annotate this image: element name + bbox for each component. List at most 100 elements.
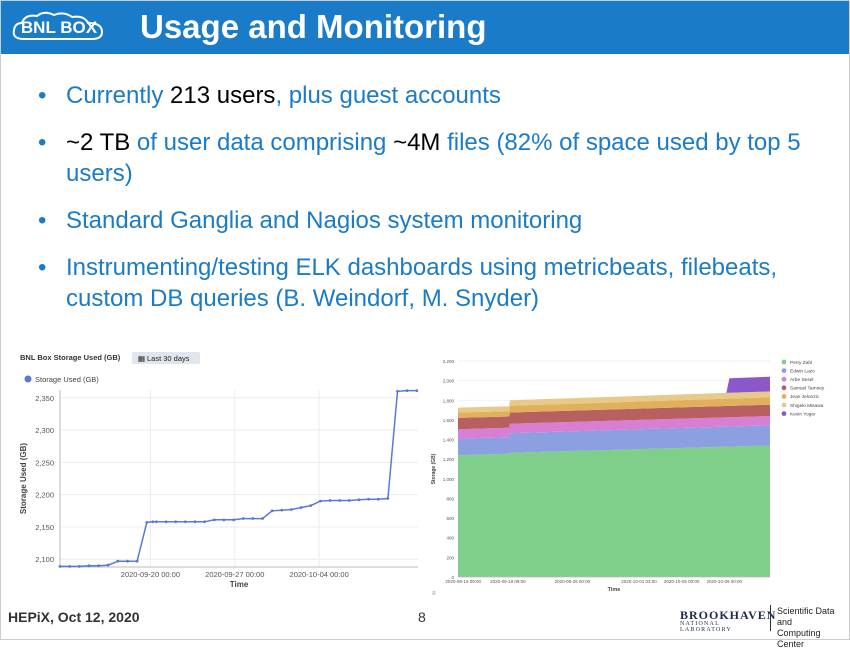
- data-point: [135, 559, 139, 563]
- slide-header: BNL BOX Usage and Monitoring: [0, 0, 850, 54]
- data-point: [58, 564, 62, 568]
- y-tick-label: 2,350: [35, 394, 54, 403]
- area-series: [458, 397, 770, 418]
- data-point: [318, 499, 322, 503]
- bullet-marker: •: [38, 254, 47, 281]
- legend-label: Storage Used (GB): [35, 375, 99, 384]
- bullet-item: • Standard Ganglia and Nagios system moni…: [38, 205, 828, 236]
- legend-label: Arbe Sesel: [790, 377, 813, 383]
- data-point: [116, 559, 120, 563]
- legend-label: Shigeki Misawa: [790, 403, 824, 409]
- y-axis-label: Storage Used (GB): [19, 443, 28, 514]
- x-tick-label: 2020-09-27 00:00: [205, 570, 264, 579]
- y-tick-label: 2,000: [443, 379, 455, 384]
- data-point: [270, 509, 274, 513]
- brookhaven-logo: BROOKHAVEN NATIONAL LABORATORY: [680, 604, 775, 633]
- x-tick-label: 2020-09-20 00:00: [121, 570, 180, 579]
- page-number: 8: [418, 609, 426, 625]
- bullet-item: • Currently 213 users, plus guest account…: [38, 80, 828, 111]
- x-tick-label: 2020-09-15 09:00: [445, 579, 481, 584]
- legend-swatch: [781, 402, 787, 408]
- x-axis-label: Time: [608, 587, 621, 593]
- data-point: [106, 563, 110, 567]
- org-unit-line-2: Computing Center: [777, 628, 821, 649]
- x-tick-label: 2020-10-01 03:00: [621, 579, 657, 584]
- y-tick-label: 2,100: [35, 555, 54, 564]
- area-series: [458, 416, 770, 439]
- data-point: [251, 517, 255, 520]
- brookhaven-name: BROOKHAVEN: [680, 608, 777, 622]
- chart-title: BNL Box Storage Used (GB): [20, 353, 121, 362]
- x-tick-label: 2020-10-05 00:00: [664, 579, 700, 584]
- y-axis-label: Storage (GB): [431, 453, 437, 484]
- y-tick-label: 800: [446, 496, 454, 501]
- data-point: [145, 521, 149, 524]
- data-point: [164, 520, 168, 524]
- storage-by-user-area-chart: 0 200 400 600 800 1,000 1,200 1,400 1,600 1,800 2,…: [431, 359, 825, 597]
- data-point: [328, 499, 332, 502]
- y-tick-label: 1,800: [443, 398, 455, 403]
- data-point: [87, 564, 91, 568]
- y-tick-label: 2,200: [35, 491, 54, 500]
- data-point: [203, 520, 207, 524]
- bullet-text: of user data comprising: [130, 129, 394, 156]
- y-tick-label: 2,250: [35, 458, 54, 467]
- legend-swatch: [781, 394, 787, 399]
- data-point: [174, 520, 178, 524]
- data-point: [212, 518, 216, 522]
- footer-divider: [770, 605, 771, 631]
- slide-title: Usage and Monitoring: [140, 8, 487, 45]
- bullet-item: • Instrumenting/testing ELK dashboards us…: [38, 252, 828, 314]
- storage-used-chart-panel: BNL Box Storage Used (GB) ▦ Last 30 days St…: [18, 349, 422, 594]
- data-point: [151, 520, 155, 524]
- bullet-text: , plus guest accounts: [275, 82, 501, 109]
- calendar-icon: ▦: [138, 354, 145, 363]
- bnl-box-logo: BNL BOX: [10, 9, 108, 45]
- footer-event: HEPiX, Oct 12, 2020: [8, 609, 140, 625]
- data-point: [376, 497, 380, 501]
- x-axis-label: Time: [230, 580, 249, 589]
- data-point: [338, 499, 342, 502]
- bullet-emphasis: ~4M: [393, 129, 441, 156]
- bullet-marker: •: [38, 129, 47, 156]
- list-icon: ≡: [432, 591, 436, 597]
- storage-used-line-chart: BNL Box Storage Used (GB) ▦ Last 30 days St…: [19, 352, 419, 589]
- x-tick-label: 2020-09-19 09:00: [490, 579, 526, 584]
- legend-label: Jean Jelonzic: [790, 394, 820, 400]
- area-series: [458, 445, 770, 577]
- x-tick-label: 2020-10-04 00:00: [290, 570, 349, 579]
- legend-label: Perry Zahl: [790, 360, 812, 366]
- x-tick-label: 2020-10-09 00:00: [706, 579, 742, 584]
- data-point: [241, 517, 245, 520]
- legend-label: Edwin Lazo: [790, 368, 815, 374]
- data-point: [367, 497, 370, 501]
- bullet-marker: •: [38, 82, 47, 109]
- data-point: [77, 564, 81, 568]
- y-tick-label: 200: [446, 555, 454, 560]
- y-tick-label: 2,200: [443, 359, 455, 364]
- data-point: [183, 520, 187, 524]
- data-point: [222, 518, 226, 522]
- y-tick-label: 600: [446, 516, 454, 521]
- data-point: [386, 497, 390, 500]
- data-point: [68, 564, 72, 568]
- bullet-text: Standard Ganglia and Nagios system monit…: [66, 207, 583, 234]
- legend-swatch: [781, 368, 787, 373]
- legend-swatch: [781, 376, 787, 382]
- area-series: [458, 425, 770, 456]
- y-tick-label: 1,000: [443, 477, 455, 482]
- time-filter-button: [132, 352, 200, 364]
- legend-swatch: [781, 411, 787, 416]
- legend-swatch: [781, 385, 787, 391]
- y-tick-label: 400: [446, 536, 454, 541]
- data-point: [280, 508, 284, 512]
- bullet-text: Instrumenting/testing ELK dashboards usi…: [66, 254, 778, 312]
- data-point: [97, 564, 100, 568]
- data-point: [232, 518, 235, 522]
- data-point: [193, 520, 197, 524]
- legend-swatch: [24, 375, 32, 383]
- y-tick-label: 1,200: [443, 457, 455, 462]
- storage-by-user-chart-panel: 0 200 400 600 800 1,000 1,200 1,400 1,600 1,800 2,…: [428, 350, 842, 598]
- legend-label: Samuel Tamney: [790, 386, 825, 392]
- y-tick-label: 0: [451, 575, 454, 580]
